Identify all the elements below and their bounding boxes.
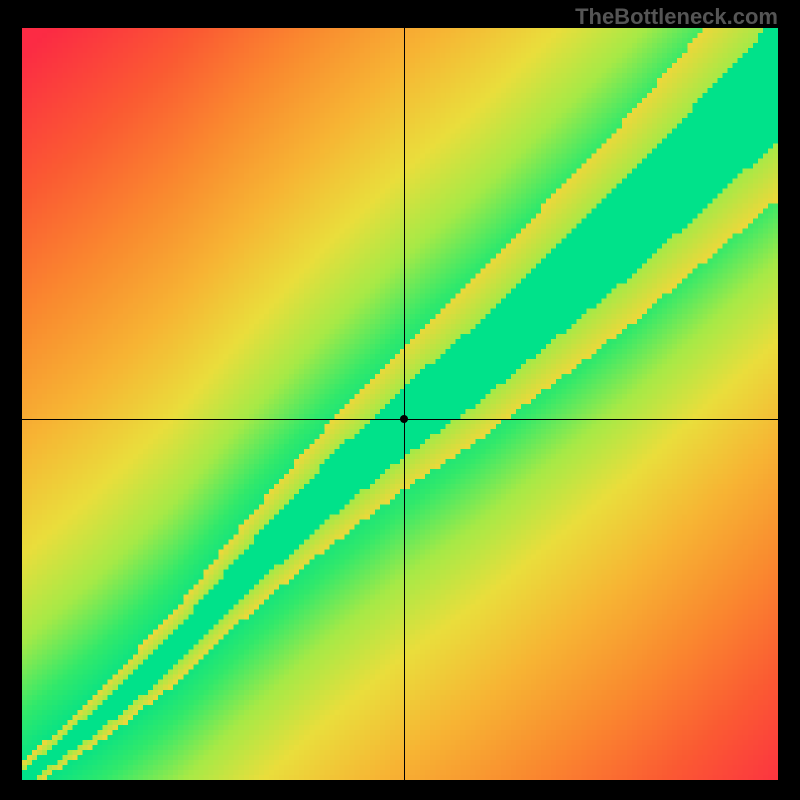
watermark-text: TheBottleneck.com (575, 4, 778, 30)
heatmap-plot (22, 28, 778, 780)
crosshair-vertical (404, 28, 405, 780)
heatmap-canvas (22, 28, 778, 780)
marker-dot (400, 415, 408, 423)
